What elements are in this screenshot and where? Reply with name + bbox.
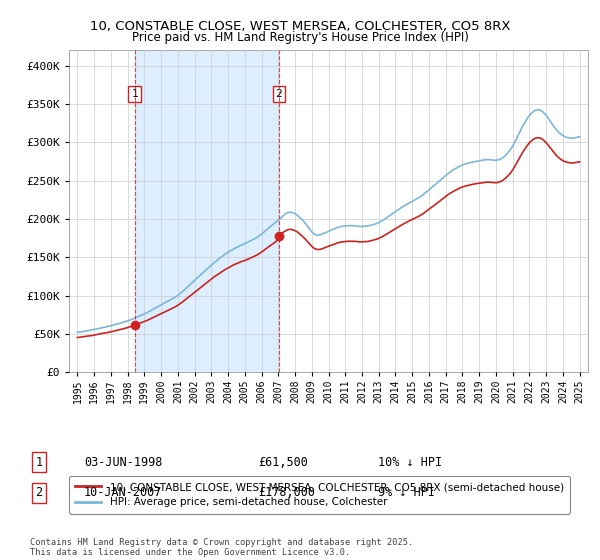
Legend: 10, CONSTABLE CLOSE, WEST MERSEA, COLCHESTER, CO5 8RX (semi-detached house), HPI: 10, CONSTABLE CLOSE, WEST MERSEA, COLCHE…: [69, 476, 570, 514]
Text: 10, CONSTABLE CLOSE, WEST MERSEA, COLCHESTER, CO5 8RX: 10, CONSTABLE CLOSE, WEST MERSEA, COLCHE…: [90, 20, 510, 32]
Text: 10% ↓ HPI: 10% ↓ HPI: [378, 455, 442, 469]
Text: £61,500: £61,500: [258, 455, 308, 469]
Text: 2: 2: [35, 486, 43, 500]
Text: 10-JAN-2007: 10-JAN-2007: [84, 486, 163, 500]
Text: Price paid vs. HM Land Registry's House Price Index (HPI): Price paid vs. HM Land Registry's House …: [131, 31, 469, 44]
Text: Contains HM Land Registry data © Crown copyright and database right 2025.
This d: Contains HM Land Registry data © Crown c…: [30, 538, 413, 557]
Text: 2: 2: [275, 89, 282, 99]
Text: 9% ↓ HPI: 9% ↓ HPI: [378, 486, 435, 500]
Text: 03-JUN-1998: 03-JUN-1998: [84, 455, 163, 469]
Text: £178,000: £178,000: [258, 486, 315, 500]
Text: 1: 1: [35, 455, 43, 469]
Text: 1: 1: [131, 89, 138, 99]
Bar: [134, 50, 279, 372]
